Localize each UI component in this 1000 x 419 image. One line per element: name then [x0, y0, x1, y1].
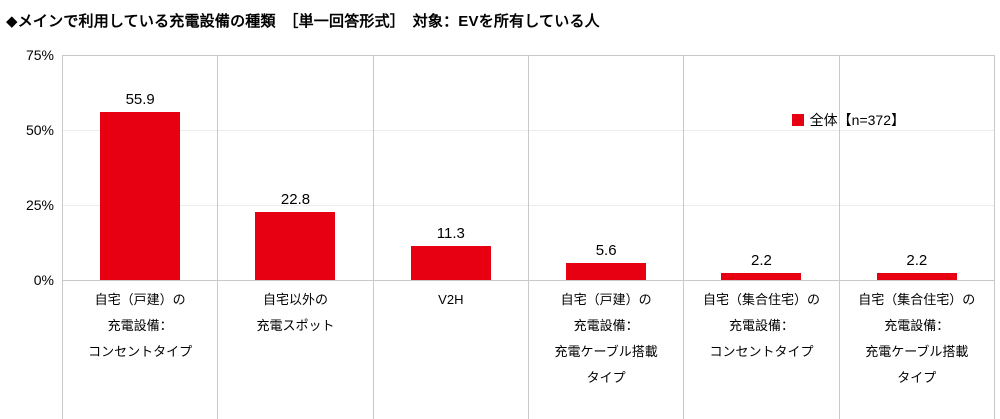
legend: 全体【n=372】 — [791, 110, 905, 130]
category-label-line: 充電設備： — [884, 318, 950, 333]
category-label-line: コンセントタイプ — [88, 344, 193, 359]
category-label-line: コンセントタイプ — [709, 344, 814, 359]
category-label-line: 充電設備： — [107, 318, 173, 333]
bar — [721, 273, 802, 280]
category-column: 55.9 自宅（戸建）の 充電設備： コンセントタイプ — [63, 55, 219, 419]
bar-value-label: 2.2 — [751, 252, 772, 270]
category-label: V2H — [374, 280, 528, 313]
bar-value-label: 55.9 — [125, 91, 155, 109]
bar-zone: 55.9 — [63, 55, 217, 280]
category-column: 22.8 自宅以外の充電スポット — [218, 55, 374, 419]
bar-value-label: 22.8 — [280, 190, 311, 208]
category-label-line: 充電スポット — [256, 318, 335, 333]
bar — [566, 263, 647, 280]
category-label-line: 充電設備： — [573, 318, 639, 333]
category-column: 11.3 V2H — [374, 55, 529, 419]
legend-label: 全体【n=372】 — [809, 112, 905, 128]
chart-area: 0% 25% 50% 75% 全体【n=372】 55.9 自宅（戸建）の 充電設備： コン… — [0, 47, 1000, 419]
category-label: 自宅以外の充電スポット — [218, 280, 372, 339]
category-label-line: 充電ケーブル搭載 — [865, 344, 969, 359]
bar-value-label: 11.3 — [436, 225, 465, 243]
columns: 55.9 自宅（戸建）の 充電設備： コンセントタイプ 22.8 自宅以外の 充電スポット 1… — [63, 55, 995, 419]
y-tick-label: 0% — [33, 272, 54, 288]
bar — [410, 246, 491, 280]
plot-area: 全体【n=372】 55.9 自宅（戸建）の 充電設備： コンセントタイプ 22.8 自宅… — [62, 55, 995, 419]
bar-value-label: 5.6 — [595, 242, 617, 260]
y-axis: 0% 25% 50% 75% — [0, 47, 62, 419]
gridline — [63, 130, 995, 131]
category-label: 自宅（集合住宅）の 充電設備： 充電ケーブル搭載 タイプ — [840, 280, 994, 391]
bar — [876, 273, 957, 280]
bar — [100, 112, 181, 280]
category-label-line: 自宅（戸建）の — [94, 292, 186, 307]
category-label-line: タイプ — [897, 370, 937, 385]
category-label-line: 自宅（集合住宅）の — [702, 292, 820, 307]
category-column: 2.2 自宅（集合住宅）の 充電設備： コンセントタイプ — [684, 55, 840, 419]
category-label-line: 自宅（戸建）の — [560, 292, 652, 307]
bar-zone: 22.8 — [218, 55, 372, 280]
bar-zone: 5.6 — [529, 55, 683, 280]
category-label: 自宅（戸建）の 充電設備： 充電ケーブル搭載 タイプ — [529, 280, 683, 391]
y-tick-label: 75% — [25, 47, 54, 63]
axis-frame-line — [63, 280, 995, 281]
y-tick-label: 25% — [25, 197, 54, 213]
bar-zone: 2.2 — [684, 55, 838, 280]
axis-frame-line — [63, 55, 995, 56]
category-column: 5.6 自宅（戸建）の 充電設備： 充電ケーブル搭載 タイプ — [529, 55, 685, 419]
gridline — [63, 205, 995, 206]
category-label: 自宅（集合住宅）の 充電設備： コンセントタイプ — [684, 280, 838, 365]
y-tick-label: 50% — [25, 122, 54, 138]
bar-zone: 2.2 — [840, 55, 994, 280]
category-column: 2.2 自宅（集合住宅）の 充電設備： 充電ケーブル搭載 タイプ — [840, 55, 995, 419]
category-label-line: 自宅以外の — [262, 292, 328, 307]
category-label-line: 充電ケーブル搭載 — [554, 344, 658, 359]
chart-title: ◆メインで利用している充電設備の種類 ［単一回答形式］ 対象：EVを所有している… — [6, 13, 600, 30]
category-label-line: V2H — [438, 292, 464, 307]
bar-zone: 11.3 — [374, 55, 528, 280]
legend-swatch-icon — [791, 114, 804, 126]
bar — [255, 211, 336, 280]
category-label: 自宅（戸建）の 充電設備： コンセントタイプ — [63, 280, 217, 365]
category-label-line: 充電設備： — [728, 318, 794, 333]
category-label-line: タイプ — [586, 370, 626, 385]
category-label-line: 自宅（集合住宅）の — [858, 292, 976, 307]
bar-value-label: 2.2 — [906, 252, 928, 270]
